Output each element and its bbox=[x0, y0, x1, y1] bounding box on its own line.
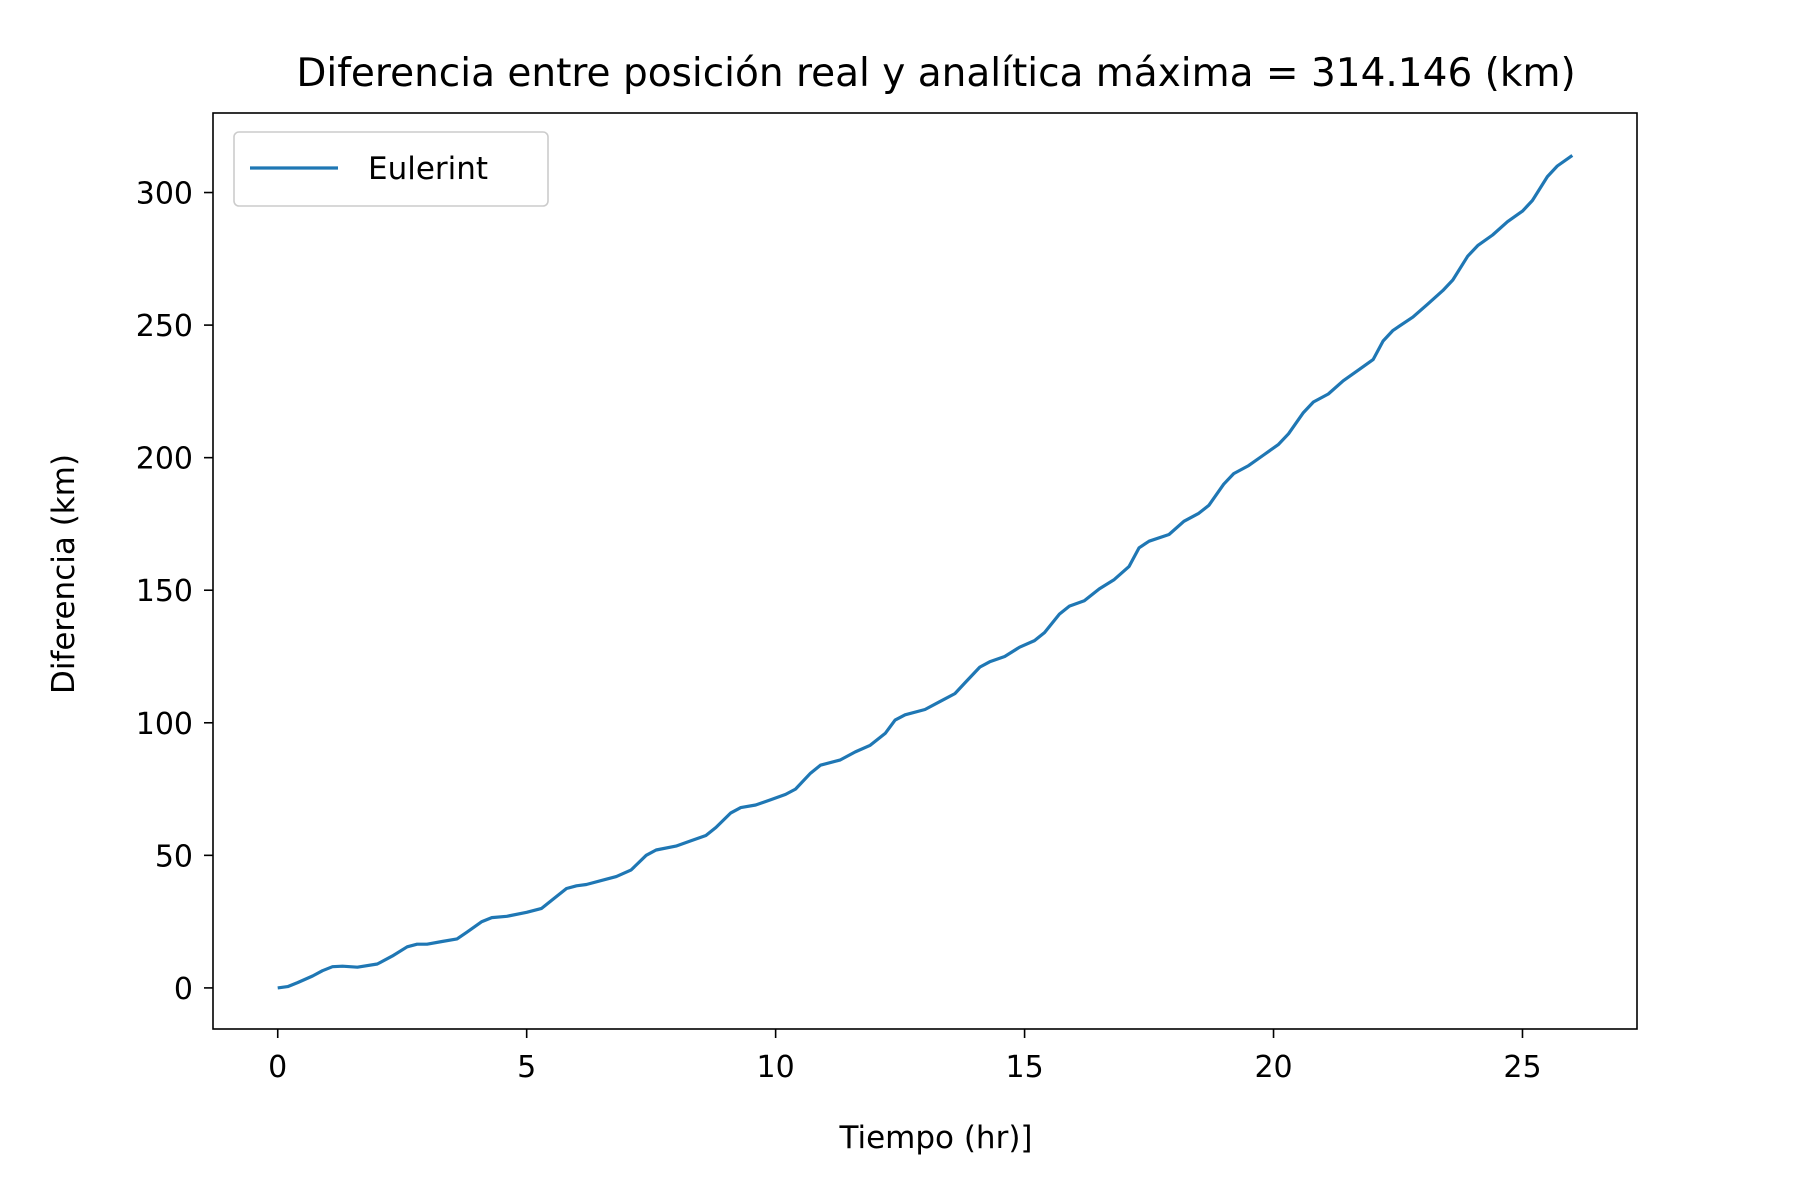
y-tick-label: 300 bbox=[136, 177, 193, 212]
x-tick-label: 15 bbox=[1005, 1050, 1043, 1085]
chart-title: Diferencia entre posición real y analíti… bbox=[296, 51, 1575, 96]
plot-area: 0 5 10 15 20 25 0 50 100 150 200 250 300 bbox=[136, 112, 1638, 1085]
x-tick-label: 5 bbox=[517, 1050, 536, 1085]
y-tick-label: 100 bbox=[136, 707, 193, 742]
legend-box bbox=[233, 131, 549, 207]
x-tick-label: 20 bbox=[1254, 1050, 1292, 1085]
x-tick-label: 25 bbox=[1503, 1050, 1541, 1085]
plot-frame bbox=[212, 112, 1638, 1030]
y-axis: 0 50 100 150 200 250 300 bbox=[136, 177, 213, 1007]
series-line-eulerint bbox=[277, 154, 1574, 990]
x-tick-label: 10 bbox=[757, 1050, 795, 1085]
y-tick-label: 50 bbox=[155, 839, 193, 874]
y-tick-label: 250 bbox=[136, 309, 193, 344]
y-axis-title: Diferencia (km) bbox=[46, 454, 82, 694]
legend: Eulerint bbox=[233, 131, 549, 207]
legend-label-eulerint: Eulerint bbox=[368, 151, 488, 187]
y-tick-label: 150 bbox=[136, 574, 193, 609]
x-axis: 0 5 10 15 20 25 bbox=[268, 1029, 1542, 1085]
x-axis-title: Tiempo (hr)] bbox=[838, 1120, 1032, 1156]
y-tick-label: 0 bbox=[174, 972, 193, 1007]
x-tick-label: 0 bbox=[268, 1050, 287, 1085]
y-tick-label: 200 bbox=[136, 442, 193, 477]
